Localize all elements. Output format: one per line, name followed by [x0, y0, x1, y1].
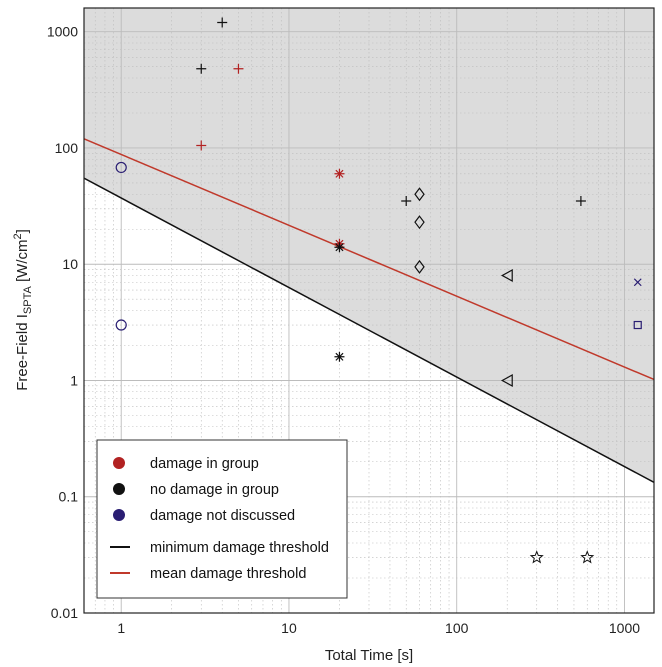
y-label-prefix: Free-Field I — [14, 314, 31, 391]
diamond-marker — [414, 259, 425, 274]
data-point-asterisk — [334, 168, 345, 179]
y-label-superscript: 2 — [12, 233, 24, 239]
axis-ticks: 1 10 100 1000 0.01 0.1 1 10 100 1000 — [47, 24, 640, 636]
data-point-asterisk — [334, 242, 345, 253]
legend-label-not-discussed: damage not discussed — [150, 508, 295, 524]
legend-label-damage: damage in group — [150, 456, 259, 472]
cross-marker — [633, 278, 642, 287]
x-tick-label: 10 — [281, 620, 297, 636]
y-tick-label: 10 — [62, 256, 78, 272]
legend-label-mean: mean damage threshold — [150, 566, 306, 582]
y-axis-label: Free-Field ISPTA [W/cm2] — [12, 229, 34, 391]
plus-marker — [196, 140, 207, 151]
diamond-marker — [414, 187, 425, 202]
y-label-unit-open: [W/cm — [14, 240, 31, 287]
legend-label-no-damage: no damage in group — [150, 482, 279, 498]
data-point-plus — [401, 195, 412, 206]
data-point-cross — [633, 278, 642, 287]
data-point-circle — [115, 319, 127, 331]
triangle-left-marker — [500, 268, 513, 283]
data-point-triangle-left — [500, 268, 513, 283]
mean-damage-threshold-line — [84, 138, 654, 381]
plus-marker — [575, 195, 586, 206]
circle-marker — [115, 161, 127, 174]
data-point-plus — [233, 63, 244, 74]
data-point-diamond — [414, 187, 425, 202]
data-point-star — [580, 550, 595, 564]
star-marker — [580, 550, 595, 564]
legend-dot-not-discussed — [113, 509, 125, 521]
legend-dot-damage — [113, 457, 125, 469]
legend-dot-no-damage — [113, 483, 125, 495]
y-tick-label: 1000 — [47, 24, 78, 40]
data-points — [115, 17, 642, 564]
legend-box — [96, 439, 348, 599]
legend: damage in group no damage in group damag… — [96, 439, 348, 599]
data-point-diamond — [414, 259, 425, 274]
data-point-circle — [115, 161, 127, 174]
asterisk-marker — [334, 168, 345, 179]
y-tick-label: 100 — [55, 140, 79, 156]
diamond-marker — [414, 215, 425, 230]
data-point-plus — [196, 63, 207, 74]
y-tick-label: 0.01 — [51, 605, 78, 621]
plus-marker — [217, 17, 228, 28]
x-tick-label: 1000 — [609, 620, 640, 636]
asterisk-marker — [334, 351, 345, 362]
plot-frame — [83, 7, 655, 614]
data-point-star — [529, 550, 544, 564]
data-point-asterisk — [334, 351, 345, 362]
y-label-subscript: SPTA — [22, 286, 34, 315]
data-point-plus — [217, 17, 228, 28]
x-tick-label: 1 — [117, 620, 125, 636]
y-tick-label: 0.1 — [59, 489, 79, 505]
y-label-unit-close: ] — [14, 229, 31, 233]
data-point-square — [633, 320, 642, 330]
plus-marker — [233, 63, 244, 74]
x-tick-label: 100 — [445, 620, 469, 636]
square-marker — [633, 320, 642, 330]
data-point-plus — [575, 195, 586, 206]
triangle-left-marker — [500, 373, 513, 388]
data-point-diamond — [414, 215, 425, 230]
minimum-damage-threshold-line — [84, 177, 654, 484]
asterisk-marker — [334, 242, 345, 253]
plus-marker — [196, 63, 207, 74]
plus-marker — [401, 195, 412, 206]
star-marker — [529, 550, 544, 564]
y-tick-label: 1 — [70, 372, 78, 388]
data-point-triangle-left — [500, 373, 513, 388]
data-point-plus — [196, 140, 207, 151]
x-axis-label: Total Time [s] — [325, 647, 413, 664]
circle-marker — [115, 319, 127, 331]
legend-label-min: minimum damage threshold — [150, 540, 329, 556]
threshold-lines — [84, 138, 654, 484]
